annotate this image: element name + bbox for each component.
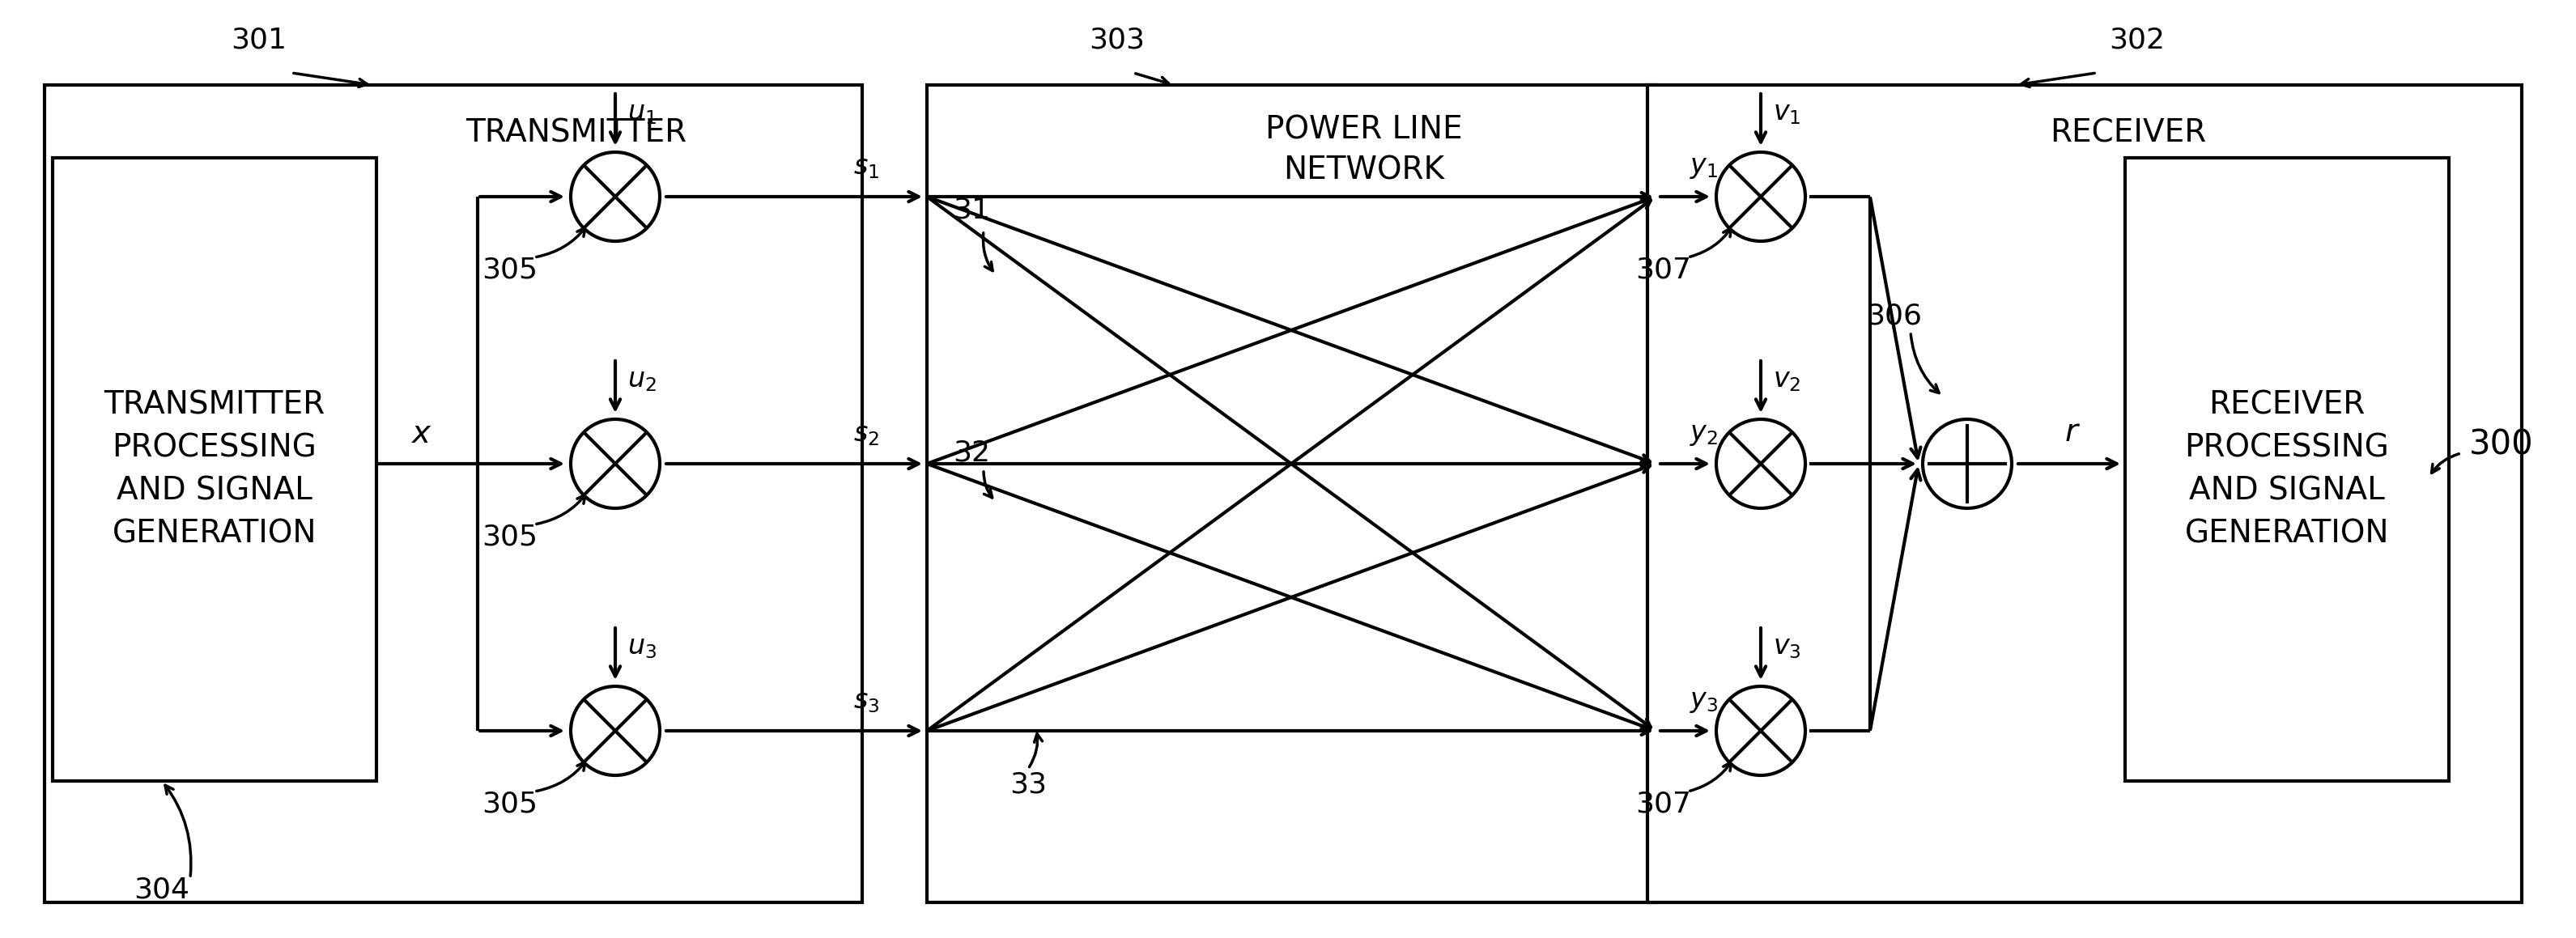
Text: $y_2$: $y_2$ (1690, 421, 1718, 447)
Text: RECEIVER
PROCESSING
AND SIGNAL
GENERATION: RECEIVER PROCESSING AND SIGNAL GENERATIO… (2184, 389, 2391, 549)
Text: 31: 31 (953, 197, 989, 224)
Text: $s_1$: $s_1$ (853, 154, 878, 180)
FancyArrowPatch shape (1911, 334, 1940, 393)
Ellipse shape (1922, 419, 2012, 508)
Text: 303: 303 (1090, 26, 1146, 54)
Bar (52, 158, 376, 781)
FancyArrowPatch shape (536, 762, 585, 791)
Text: 33: 33 (1010, 771, 1046, 799)
Text: $v_3$: $v_3$ (1772, 634, 1801, 660)
Text: $s_2$: $s_2$ (853, 421, 878, 447)
Text: $s_3$: $s_3$ (853, 688, 878, 715)
FancyArrowPatch shape (984, 233, 992, 271)
Ellipse shape (572, 419, 659, 508)
Bar (2125, 158, 2450, 781)
Text: RECEIVER: RECEIVER (2050, 118, 2208, 149)
Text: $v_2$: $v_2$ (1772, 367, 1801, 393)
Text: 300: 300 (2470, 428, 2535, 462)
FancyArrowPatch shape (1030, 734, 1043, 767)
Text: 32: 32 (953, 440, 989, 467)
FancyArrowPatch shape (536, 494, 585, 524)
Text: $y_3$: $y_3$ (1690, 688, 1718, 715)
Text: $u_1$: $u_1$ (629, 99, 657, 127)
Ellipse shape (1716, 152, 1806, 241)
Text: TRANSMITTER
PROCESSING
AND SIGNAL
GENERATION: TRANSMITTER PROCESSING AND SIGNAL GENERA… (103, 389, 325, 549)
FancyArrowPatch shape (1690, 228, 1731, 257)
Text: 305: 305 (482, 522, 538, 551)
Text: 302: 302 (2110, 26, 2166, 54)
Ellipse shape (1716, 419, 1806, 508)
Text: $v_1$: $v_1$ (1772, 99, 1801, 127)
Text: 301: 301 (232, 26, 286, 54)
FancyArrowPatch shape (2432, 454, 2460, 473)
Bar (44, 85, 863, 902)
Text: 307: 307 (1636, 790, 1692, 817)
FancyArrowPatch shape (1690, 762, 1731, 791)
Ellipse shape (572, 152, 659, 241)
Text: 304: 304 (134, 876, 191, 904)
Text: $y_1$: $y_1$ (1690, 154, 1718, 180)
Text: 305: 305 (482, 790, 538, 817)
Text: $r$: $r$ (2063, 416, 2081, 447)
Ellipse shape (1716, 687, 1806, 776)
Text: $u_3$: $u_3$ (629, 634, 657, 660)
FancyArrowPatch shape (536, 228, 585, 257)
FancyArrowPatch shape (165, 785, 191, 876)
FancyArrowPatch shape (984, 472, 992, 498)
Bar (1649, 85, 2522, 902)
Text: 305: 305 (482, 256, 538, 283)
Ellipse shape (572, 687, 659, 776)
Text: POWER LINE
NETWORK: POWER LINE NETWORK (1265, 114, 1463, 186)
Text: 307: 307 (1636, 256, 1692, 283)
Bar (927, 85, 1656, 902)
Text: $x$: $x$ (410, 418, 433, 449)
Text: 306: 306 (1868, 302, 1922, 329)
Text: TRANSMITTER: TRANSMITTER (466, 118, 688, 149)
Text: $u_2$: $u_2$ (629, 367, 657, 393)
